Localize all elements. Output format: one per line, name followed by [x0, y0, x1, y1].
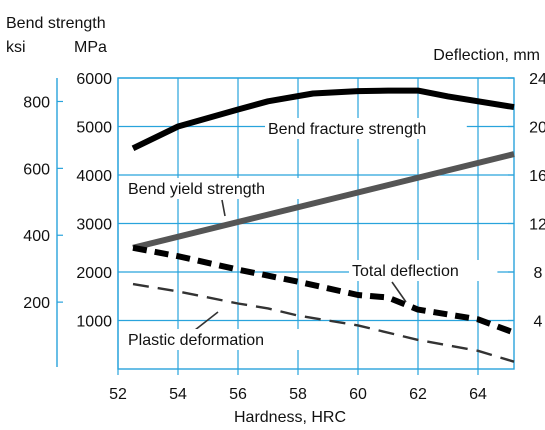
annotation-label: Bend fracture strength [268, 121, 426, 138]
y-left-ksi-tick-label: 800 [23, 94, 50, 111]
y-left-title: Bend strength [6, 15, 106, 32]
y-left-ksi-tick-label: 600 [23, 161, 50, 178]
series-line-total-deflection [132, 244, 516, 336]
y-right-tick-label: 4 [534, 314, 543, 331]
x-tick-label: 64 [469, 386, 487, 403]
annotation-background [265, 118, 467, 139]
annotation-label: Bend yield strength [128, 181, 265, 198]
series-line-bend-yield-strength [132, 151, 515, 251]
annotation-leader [194, 311, 219, 331]
y-right-tick-label: 12 [529, 217, 545, 234]
x-tick-label: 58 [289, 386, 307, 403]
y-left-mpa-tick-label: 4000 [76, 168, 112, 185]
tick-labels: 52 54 56 58 60 62 64 6000 5000 4000 3000 2000 1000 24… [23, 71, 545, 403]
annotation-leader [391, 281, 407, 303]
y-left-mpa-tick-label: 2000 [76, 265, 112, 282]
y-left-mpa-tick-label: 3000 [76, 217, 112, 234]
y-left-ksi-tick-label: 200 [23, 295, 50, 312]
x-tick-label: 62 [409, 386, 427, 403]
annotation-label: Plastic deformation [128, 332, 264, 349]
annotation-background [125, 178, 301, 199]
y-right-tick-label: 20 [529, 120, 545, 137]
series-layer [131, 87, 516, 363]
series-line-bend-fracture-strength [131, 87, 515, 151]
y-left-inner-unit: MPa [74, 39, 107, 56]
y-left-mpa-tick-label: 6000 [76, 71, 112, 88]
y-right-tick-label: 24 [529, 71, 545, 88]
y-right-tick-label: 8 [534, 265, 543, 282]
y-right-label: Deflection, mm [433, 47, 540, 64]
annotation-background [125, 329, 301, 350]
y-left-mpa-tick-label: 5000 [76, 120, 112, 137]
y-left-mpa-tick-label: 1000 [76, 314, 112, 331]
x-tick-label: 52 [109, 386, 127, 403]
y-left-outer-unit: ksi [6, 39, 26, 56]
x-tick-label: 60 [349, 386, 367, 403]
y-left-ksi-tick-label: 400 [23, 228, 50, 245]
annotations-layer: Bend fracture strength Bend yield strengt… [125, 118, 498, 350]
annotation-label: Total deflection [352, 263, 459, 280]
x-tick-label: 54 [169, 386, 187, 403]
annotation-background [349, 260, 498, 281]
annotation-leader [221, 199, 226, 217]
y-right-tick-label: 16 [529, 168, 545, 185]
x-tick-label: 56 [229, 386, 247, 403]
x-axis-label: Hardness, HRC [234, 409, 346, 426]
series-line-plastic-deformation [132, 282, 515, 363]
